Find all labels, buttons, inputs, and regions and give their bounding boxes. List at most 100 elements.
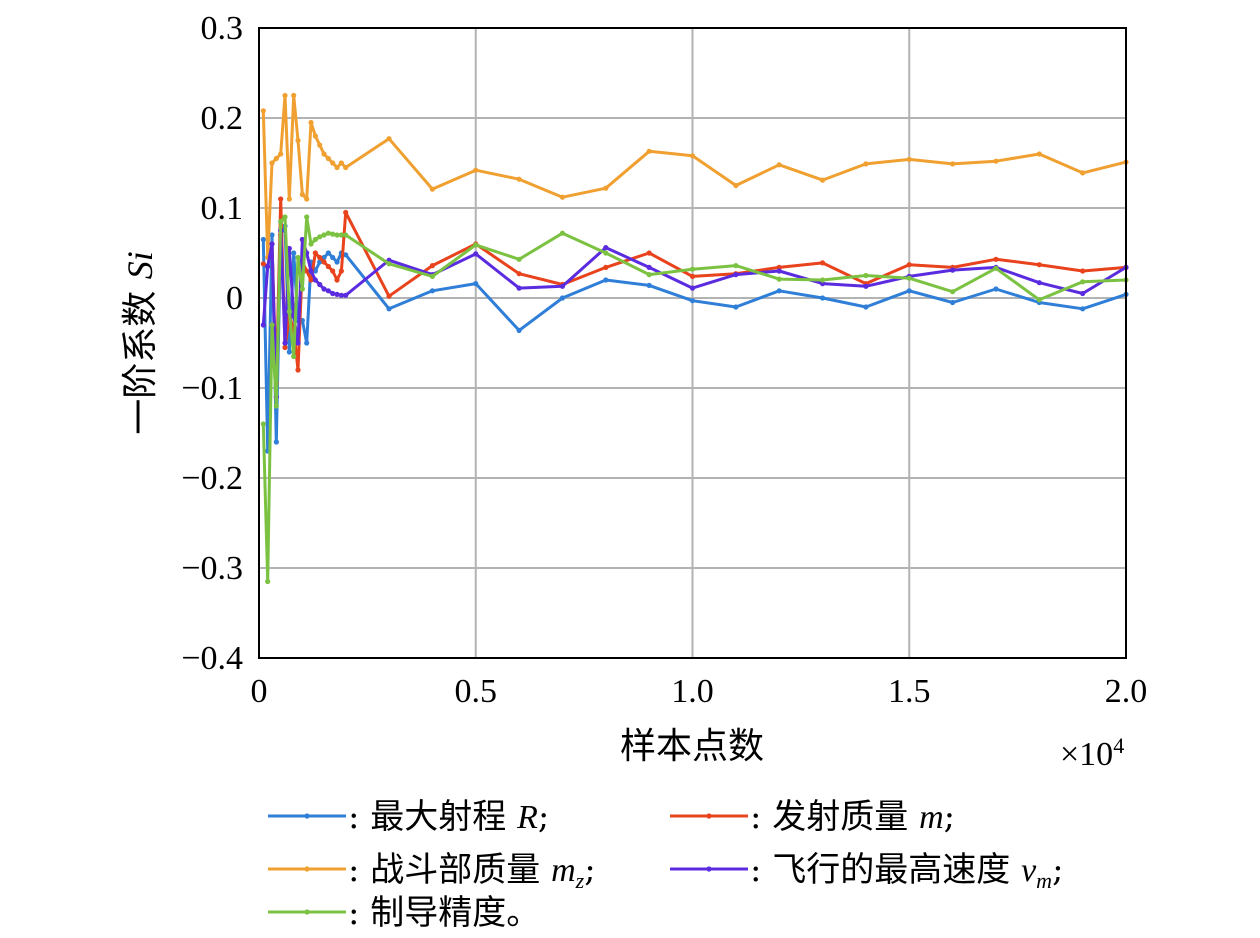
data-point: [295, 340, 301, 346]
data-point: [304, 340, 310, 346]
data-point: [559, 295, 566, 301]
data-point: [386, 306, 392, 312]
data-point: [330, 160, 336, 166]
data-point: [1080, 268, 1086, 274]
x-tick-label: 0.5: [455, 673, 498, 710]
data-point: [278, 218, 284, 225]
legend-marker: [706, 866, 712, 872]
data-point: [265, 263, 271, 270]
data-point: [312, 133, 318, 139]
data-point: [338, 232, 344, 238]
data-point: [334, 232, 340, 238]
data-point: [906, 275, 912, 281]
data-point: [386, 136, 392, 142]
data-point: [295, 254, 301, 261]
data-point: [646, 264, 652, 270]
series-line: [261, 94, 1127, 259]
data-point: [689, 266, 696, 272]
data-point: [863, 283, 869, 289]
data-point: [1036, 262, 1042, 268]
data-point: [733, 182, 739, 189]
data-point: [286, 349, 292, 355]
data-point: [646, 272, 652, 278]
data-point: [819, 277, 826, 283]
data-point: [776, 276, 782, 282]
series-line: [261, 215, 1127, 583]
series-4: [260, 214, 1129, 585]
data-point: [334, 164, 340, 171]
x-axis-multiplier-exp: 4: [1113, 733, 1124, 758]
data-point: [343, 252, 349, 258]
data-point: [286, 196, 292, 202]
data-point: [330, 254, 336, 261]
series-0: [260, 223, 1129, 454]
data-point: [334, 291, 340, 297]
legend-marker: [304, 866, 310, 872]
x-tick-label: 2.0: [1105, 673, 1148, 710]
x-axis-multiplier: ×104: [1060, 733, 1124, 773]
data-point: [646, 282, 652, 288]
data-point: [260, 261, 266, 267]
data-point: [286, 245, 292, 252]
data-point: [950, 267, 956, 273]
data-point: [321, 232, 327, 238]
data-point: [689, 298, 696, 304]
data-point: [343, 164, 349, 171]
data-point: [343, 292, 349, 298]
data-point: [338, 268, 344, 274]
data-point: [325, 263, 331, 270]
data-point: [330, 290, 336, 297]
data-point: [646, 250, 652, 256]
data-point: [304, 196, 310, 202]
data-point: [646, 148, 652, 154]
data-point: [1036, 297, 1042, 303]
data-point: [295, 137, 301, 144]
data-point: [559, 194, 566, 200]
legend-item: : 制导精度。: [268, 893, 540, 933]
data-point: [291, 92, 297, 99]
data-point: [993, 256, 999, 262]
legend-item: : 发射质量 m;: [670, 797, 955, 837]
y-tick-label: 0.3: [201, 10, 244, 47]
series-2: [260, 92, 1129, 261]
data-point: [776, 288, 782, 294]
data-point: [321, 259, 327, 265]
x-axis-title: 样本点数: [620, 726, 764, 767]
data-point: [325, 230, 331, 236]
legend: : 最大射程 R;: 发射质量 m;: 战斗部质量 mz;: 飞行的最高速度 v…: [268, 797, 1064, 933]
data-point: [334, 259, 340, 265]
y-axis-title-main: 一阶系数: [120, 279, 161, 434]
data-point: [429, 288, 435, 294]
data-point: [321, 286, 327, 292]
data-point: [343, 232, 349, 238]
data-point: [516, 271, 522, 277]
data-point: [906, 156, 912, 162]
data-point: [273, 439, 279, 445]
data-point: [299, 191, 305, 198]
data-point: [317, 234, 323, 240]
data-point: [312, 236, 318, 243]
y-axis-title-italic: Si: [120, 251, 160, 279]
x-tick-label: 0: [251, 673, 268, 710]
data-point: [265, 578, 271, 585]
data-point: [950, 289, 956, 295]
data-point: [343, 209, 349, 216]
y-tick-label: −0.3: [181, 550, 243, 587]
data-point: [473, 251, 479, 257]
y-tick-label: −0.4: [181, 640, 243, 677]
data-point: [282, 344, 288, 351]
data-point: [260, 322, 266, 328]
legend-item: : 战斗部质量 mz;: [268, 850, 596, 893]
x-tick-labels: 0 0.5 1.0 1.5 2.0: [251, 673, 1148, 710]
data-point: [1080, 279, 1086, 285]
data-point: [429, 263, 435, 269]
data-point: [906, 288, 912, 294]
data-point: [325, 250, 331, 256]
legend-marker: [304, 813, 310, 819]
data-point: [863, 272, 869, 279]
data-point: [906, 262, 912, 268]
legend-item: : 飞行的最高速度 vm;: [670, 850, 1064, 893]
data-point: [733, 304, 739, 310]
data-point: [312, 277, 318, 283]
data-point: [330, 268, 336, 274]
